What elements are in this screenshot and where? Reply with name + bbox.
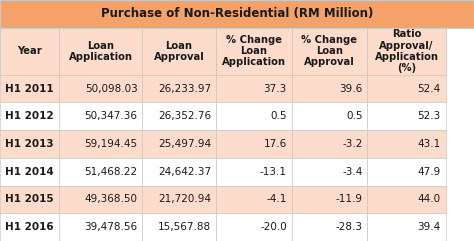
Text: -28.3: -28.3 [336,222,363,232]
Text: 24,642.37: 24,642.37 [158,167,211,177]
Text: 39.6: 39.6 [339,84,363,94]
Text: 51,468.22: 51,468.22 [84,167,137,177]
Bar [367,28,446,75]
Bar [292,213,367,241]
Bar [216,130,292,158]
Text: 52.3: 52.3 [418,111,441,121]
Text: -3.4: -3.4 [342,167,363,177]
Bar [0,75,59,102]
Text: 50,347.36: 50,347.36 [84,111,137,121]
Bar [367,102,446,130]
Bar [142,28,216,75]
Text: H1 2012: H1 2012 [5,111,54,121]
Text: H1 2014: H1 2014 [5,167,54,177]
Bar [59,186,142,213]
Text: 0.5: 0.5 [346,111,363,121]
Bar [292,158,367,186]
Bar [142,75,216,102]
Text: 44.0: 44.0 [418,194,441,204]
Text: 26,233.97: 26,233.97 [158,84,211,94]
Bar [59,75,142,102]
Text: 25,497.94: 25,497.94 [158,139,211,149]
Bar [367,130,446,158]
Bar [292,102,367,130]
Text: 15,567.88: 15,567.88 [158,222,211,232]
Text: Year: Year [17,46,42,56]
Bar [292,130,367,158]
Text: 59,194.45: 59,194.45 [84,139,137,149]
Bar [216,186,292,213]
Bar [367,75,446,102]
Text: 37.3: 37.3 [264,84,287,94]
Bar [0,102,59,130]
Text: 47.9: 47.9 [418,167,441,177]
Bar [216,213,292,241]
Text: -13.1: -13.1 [260,167,287,177]
Text: 21,720.94: 21,720.94 [158,194,211,204]
Bar [59,28,142,75]
Bar [216,102,292,130]
Bar [292,75,367,102]
Bar [367,186,446,213]
Bar [142,213,216,241]
Bar [142,186,216,213]
Bar [59,130,142,158]
Text: H1 2016: H1 2016 [5,222,54,232]
Bar [0,186,59,213]
Bar [292,186,367,213]
Text: % Change
Loan
Application: % Change Loan Application [221,35,286,67]
Text: 52.4: 52.4 [418,84,441,94]
Bar [142,102,216,130]
Bar [59,158,142,186]
Bar [367,158,446,186]
Text: 39.4: 39.4 [418,222,441,232]
Bar [142,158,216,186]
Text: 26,352.76: 26,352.76 [158,111,211,121]
Bar [216,28,292,75]
Text: 39,478.56: 39,478.56 [84,222,137,232]
Text: -3.2: -3.2 [342,139,363,149]
Text: 0.5: 0.5 [270,111,287,121]
Text: Purchase of Non-Residential (RM Million): Purchase of Non-Residential (RM Million) [101,7,373,20]
Bar [0,158,59,186]
Text: -4.1: -4.1 [266,194,287,204]
Bar [0,28,59,75]
Text: Loan
Application: Loan Application [69,41,133,62]
Bar [0,213,59,241]
Bar [367,213,446,241]
Text: 49,368.50: 49,368.50 [84,194,137,204]
Bar [142,130,216,158]
Text: 43.1: 43.1 [418,139,441,149]
Text: 17.6: 17.6 [264,139,287,149]
Bar [59,102,142,130]
Text: H1 2013: H1 2013 [5,139,54,149]
Text: 50,098.03: 50,098.03 [85,84,137,94]
Bar [216,75,292,102]
Text: Ratio
Approval/
Application
(%): Ratio Approval/ Application (%) [374,29,438,73]
Bar [0,130,59,158]
Text: -11.9: -11.9 [336,194,363,204]
Bar [292,28,367,75]
Bar [59,213,142,241]
Text: Loan
Approval: Loan Approval [154,41,204,62]
Bar [0,0,474,28]
Bar [216,158,292,186]
Text: % Change
Loan
Approval: % Change Loan Approval [301,35,357,67]
Text: H1 2015: H1 2015 [5,194,54,204]
Text: H1 2011: H1 2011 [5,84,54,94]
Text: -20.0: -20.0 [260,222,287,232]
